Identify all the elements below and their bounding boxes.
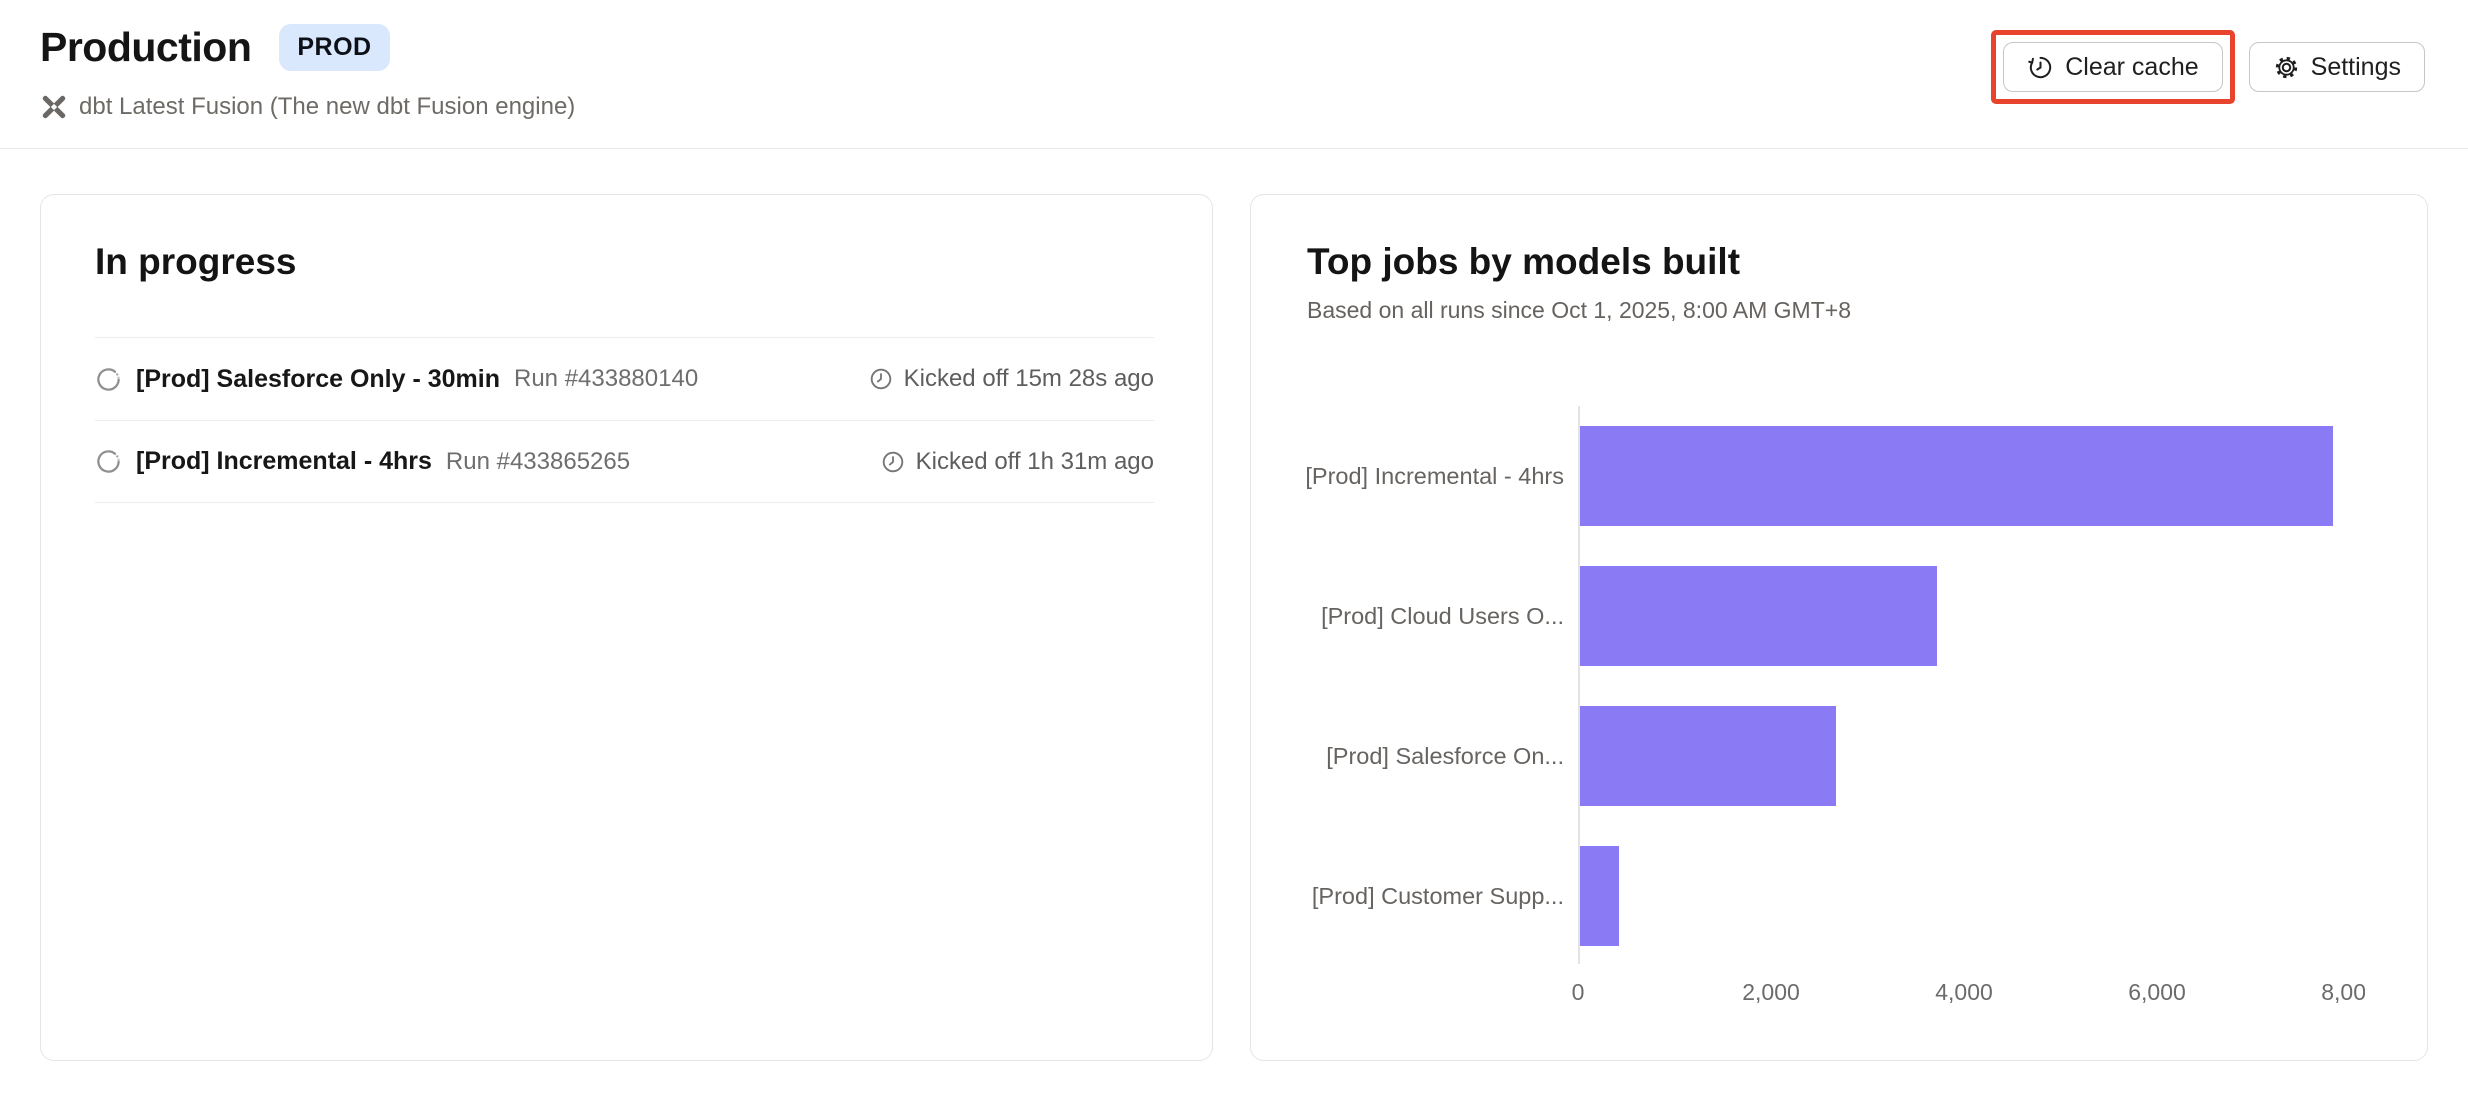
kicked-off-status: Kicked off 15m 28s ago [868,365,1154,393]
environment-description: dbt Latest Fusion (The new dbt Fusion en… [79,93,576,120]
clear-cache-label: Clear cache [2065,52,2199,81]
top-jobs-card: Top jobs by models built Based on all ru… [1250,194,2428,1061]
x-axis-tick-label: 2,000 [1742,979,1800,1005]
run-number-link[interactable]: Run #433865265 [445,447,631,475]
page-title: Production [40,24,252,70]
environment-badge: PROD [279,24,390,71]
job-name-link[interactable]: [Prod] Incremental - 4hrs [136,447,432,475]
top-jobs-heading: Top jobs by models built [1307,241,1741,282]
y-axis-line [1578,406,1580,964]
header-actions: Clear cache Settings [1991,30,2425,104]
settings-label: Settings [2310,52,2401,81]
kicked-off-status: Kicked off 1h 31m ago [880,448,1154,476]
dbt-logo-icon [40,93,68,121]
chart-bar[interactable] [1580,426,2333,526]
x-axis-tick-label: 4,000 [1935,979,1993,1005]
clock-icon [868,366,894,392]
run-number-link[interactable]: Run #433880140 [514,365,699,392]
clock-icon [880,449,906,475]
chart-bar[interactable] [1580,846,1619,946]
chart-bar[interactable] [1580,706,1836,806]
in-progress-card: In progress [Prod] Salesforce Only - 30m… [40,194,1213,1061]
chart-category-label: [Prod] Customer Supp... [1311,882,1564,909]
x-axis-tick-label: 8,000 [2321,979,2365,1005]
settings-button[interactable]: Settings [2248,42,2425,92]
page-header: Production PROD dbt Latest Fusion (The n… [40,24,575,121]
kicked-off-text: Kicked off 15m 28s ago [903,365,1154,392]
gear-icon [2273,54,2300,81]
kicked-off-text: Kicked off 1h 31m ago [915,447,1154,475]
run-row: [Prod] Incremental - 4hrs Run #433865265… [95,420,1154,503]
run-row: [Prod] Salesforce Only - 30min Run #4338… [95,337,1154,420]
header-divider [0,148,2468,149]
x-axis-tick-label: 6,000 [2128,979,2186,1005]
annotation-highlight-box: Clear cache [1991,30,2235,104]
job-name-link[interactable]: [Prod] Salesforce Only - 30min [136,364,500,393]
spinner-icon [95,366,122,393]
spinner-icon [95,448,122,475]
clear-cache-button[interactable]: Clear cache [2003,42,2223,92]
x-axis-tick-label: 0 [1571,979,1585,1005]
chart-category-label: [Prod] Salesforce On... [1326,742,1564,769]
top-jobs-subtitle: Based on all runs since Oct 1, 2025, 8:0… [1307,297,1851,323]
chart-bar[interactable] [1580,566,1937,666]
chart-category-label: [Prod] Incremental - 4hrs [1305,462,1564,489]
in-progress-run-list: [Prod] Salesforce Only - 30min Run #4338… [95,337,1154,503]
in-progress-heading: In progress [95,241,297,282]
top-jobs-bar-chart: [Prod] Incremental - 4hrs [Prod] Cloud Us… [1291,395,2365,1035]
history-icon [2027,54,2054,81]
chart-category-label: [Prod] Cloud Users O... [1321,602,1564,629]
